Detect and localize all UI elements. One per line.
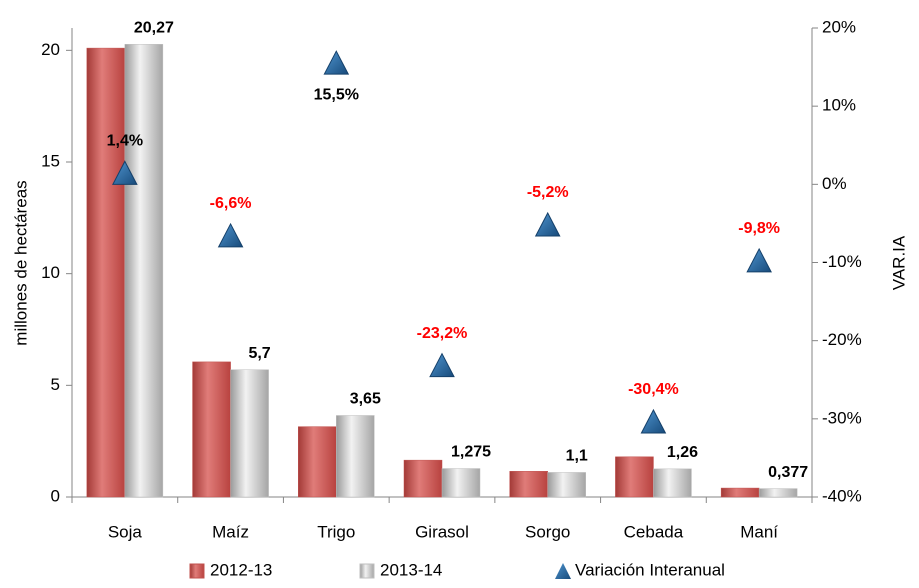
bar bbox=[86, 47, 126, 498]
y2-tick-label: 20% bbox=[822, 17, 856, 36]
y2-tick-label: 10% bbox=[822, 96, 856, 115]
legend-label: 2013-14 bbox=[380, 560, 442, 579]
value-label: 15,5% bbox=[314, 86, 359, 103]
marker bbox=[746, 247, 772, 273]
bar bbox=[547, 472, 586, 498]
value-label: 3,65 bbox=[350, 391, 381, 408]
legend-label: 2012-13 bbox=[210, 560, 272, 579]
marker bbox=[640, 408, 667, 434]
bar bbox=[298, 426, 337, 498]
y2-tick-label: -10% bbox=[822, 252, 862, 271]
y-tick-label: 10 bbox=[41, 263, 60, 282]
bar bbox=[720, 487, 760, 498]
marker bbox=[429, 352, 455, 378]
bar bbox=[403, 459, 443, 498]
y2-tick-label: -20% bbox=[822, 330, 862, 349]
value-label: 0,377 bbox=[768, 464, 808, 481]
x-tick-label: Maní bbox=[740, 522, 778, 541]
x-tick-label: Trigo bbox=[317, 522, 355, 541]
value-label: 1,26 bbox=[667, 444, 698, 461]
marker bbox=[323, 50, 350, 75]
x-tick-label: Sorgo bbox=[525, 522, 570, 541]
value-label: -9,8% bbox=[738, 220, 780, 237]
marker bbox=[217, 222, 244, 248]
legend-swatch bbox=[555, 563, 571, 579]
marker bbox=[112, 160, 138, 185]
value-label: 1,1 bbox=[566, 448, 588, 465]
legend-label: Variación Interanual bbox=[575, 560, 725, 579]
value-label: -30,4% bbox=[628, 381, 679, 398]
bar bbox=[230, 369, 269, 498]
bar bbox=[192, 361, 231, 498]
bar bbox=[615, 456, 654, 498]
bar bbox=[758, 488, 798, 498]
bar bbox=[124, 44, 164, 498]
x-tick-label: Cebada bbox=[624, 522, 684, 541]
x-tick-label: Maíz bbox=[212, 522, 249, 541]
y2-tick-label: 0% bbox=[822, 174, 847, 193]
legend-swatch bbox=[189, 563, 205, 579]
bar bbox=[336, 415, 375, 498]
value-label: -5,2% bbox=[527, 184, 569, 201]
y-axis-label: millones de hectáreas bbox=[11, 180, 30, 345]
value-label: -23,2% bbox=[417, 325, 468, 342]
value-label: -6,6% bbox=[210, 195, 252, 212]
bar bbox=[441, 468, 481, 498]
y-tick-label: 5 bbox=[51, 375, 60, 394]
bar bbox=[653, 468, 692, 498]
value-label: 5,7 bbox=[248, 345, 270, 362]
value-label: 20,27 bbox=[134, 20, 174, 37]
value-label: 1,275 bbox=[451, 444, 491, 461]
x-tick-label: Soja bbox=[108, 522, 143, 541]
y-tick-label: 0 bbox=[51, 486, 60, 505]
bar bbox=[509, 471, 548, 498]
x-tick-label: Girasol bbox=[415, 522, 469, 541]
legend-swatch bbox=[359, 563, 375, 579]
y2-axis-label: VAR.IA bbox=[889, 235, 908, 290]
marker bbox=[534, 211, 561, 237]
value-label: 1,4% bbox=[107, 133, 143, 150]
y2-tick-label: -30% bbox=[822, 408, 862, 427]
y-tick-label: 20 bbox=[41, 40, 60, 59]
y2-tick-label: -40% bbox=[822, 486, 862, 505]
y-tick-label: 15 bbox=[41, 151, 60, 170]
